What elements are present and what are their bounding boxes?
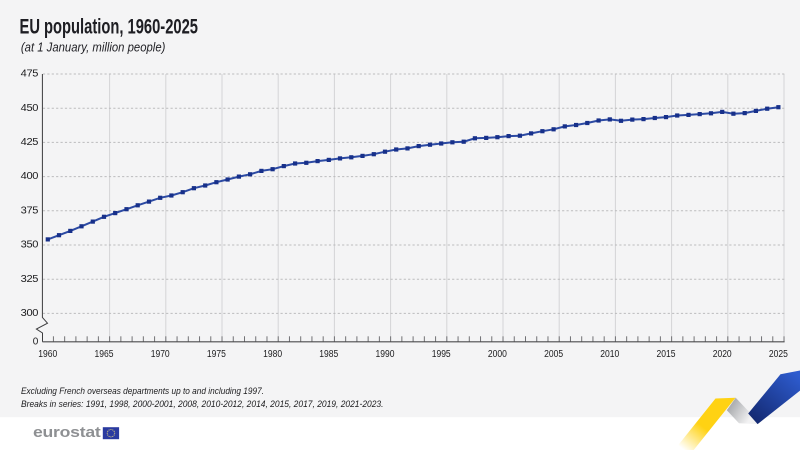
- svg-text:325: 325: [21, 274, 39, 285]
- svg-text:2015: 2015: [657, 349, 676, 360]
- svg-text:1980: 1980: [263, 349, 282, 360]
- svg-text:2020: 2020: [713, 349, 732, 360]
- svg-text:2005: 2005: [544, 349, 563, 360]
- svg-text:1975: 1975: [207, 349, 226, 360]
- svg-text:Breaks in series: 1991, 1998,: Breaks in series: 1991, 1998, 2000-2001,…: [21, 399, 384, 410]
- svg-text:(at 1 January, million people): (at 1 January, million people): [21, 41, 166, 55]
- svg-text:1990: 1990: [376, 349, 395, 360]
- svg-text:450: 450: [21, 103, 39, 114]
- svg-text:eurostat: eurostat: [33, 425, 101, 441]
- svg-text:1960: 1960: [38, 349, 57, 360]
- svg-text:EU population, 1960-2025: EU population, 1960-2025: [20, 16, 199, 39]
- svg-text:2025: 2025: [769, 349, 788, 360]
- svg-text:400: 400: [21, 171, 39, 182]
- svg-text:1970: 1970: [151, 349, 170, 360]
- svg-text:Excluding French overseas depa: Excluding French overseas departments up…: [21, 386, 264, 397]
- svg-text:475: 475: [21, 69, 39, 80]
- svg-text:1985: 1985: [319, 349, 338, 360]
- svg-text:1965: 1965: [95, 349, 114, 360]
- svg-text:0: 0: [33, 337, 39, 348]
- svg-text:350: 350: [21, 240, 39, 251]
- svg-text:425: 425: [21, 137, 39, 148]
- svg-text:375: 375: [21, 205, 39, 216]
- svg-text:2010: 2010: [600, 349, 619, 360]
- svg-text:2000: 2000: [488, 349, 507, 360]
- svg-text:300: 300: [21, 308, 39, 319]
- svg-text:1995: 1995: [432, 349, 451, 360]
